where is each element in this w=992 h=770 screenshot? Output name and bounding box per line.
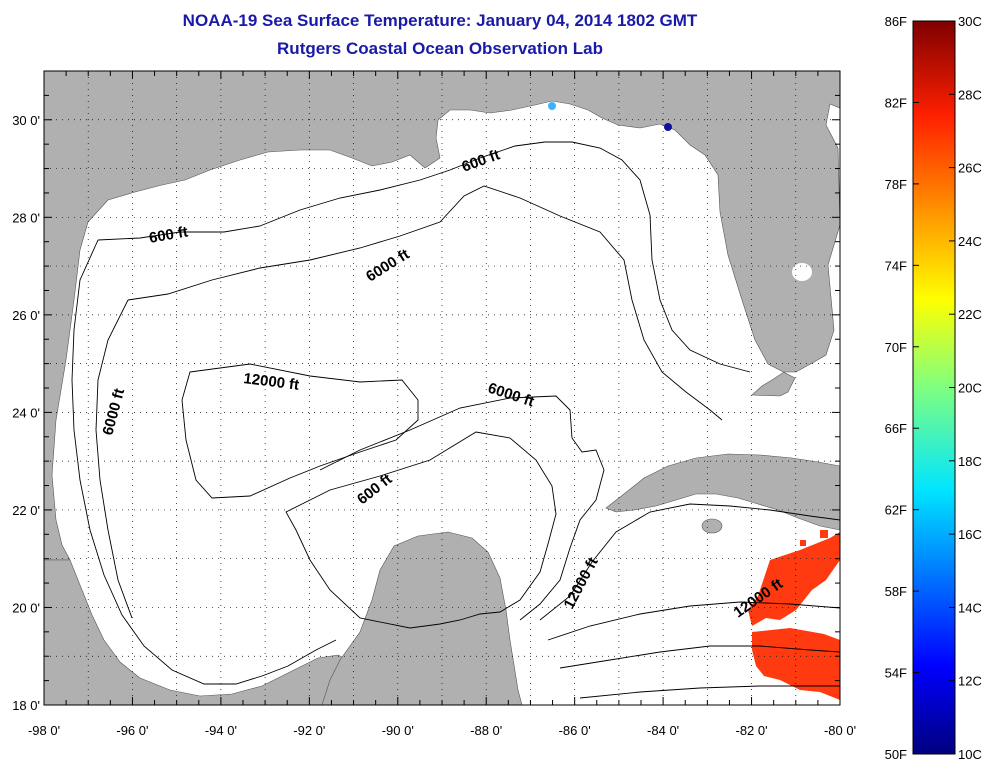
colorbar-c-label: 26C	[958, 161, 982, 176]
map-title: NOAA-19 Sea Surface Temperature: January…	[182, 11, 698, 30]
colorbar-c-label: 18C	[958, 454, 982, 469]
land-yucatan	[321, 531, 523, 705]
longitude-label: -82 0'	[735, 723, 767, 738]
frame-ticks	[43, 70, 841, 706]
latitude-label: 18 0'	[12, 698, 40, 713]
longitude-label: -98 0'	[28, 723, 60, 738]
cold-sst-spot	[548, 102, 556, 110]
colorbar-c-label: 12C	[958, 674, 982, 689]
longitude-label: -92 0'	[293, 723, 325, 738]
longitude-label: -80 0'	[824, 723, 856, 738]
colorbar-fahrenheit-labels: 86F 82F 78F 74F 70F 66F 62F 58F 54F 50F	[885, 14, 907, 762]
latitude-label: 24 0'	[12, 405, 40, 420]
colorbar-c-label: 20C	[958, 381, 982, 396]
longitude-label: -88 0'	[470, 723, 502, 738]
colorbar-f-label: 62F	[885, 503, 907, 518]
latitude-label: 22 0'	[12, 503, 40, 518]
colorbar-f-label: 78F	[885, 177, 907, 192]
colorbar-c-label: 14C	[958, 600, 982, 615]
longitude-label: -90 0'	[382, 723, 414, 738]
latitude-label: 28 0'	[12, 210, 40, 225]
colorbar-ticks	[913, 20, 955, 755]
colorbar-f-label: 86F	[885, 14, 907, 29]
colorbar-c-label: 24C	[958, 234, 982, 249]
land-cuba	[605, 453, 840, 531]
longitude-label: -84 0'	[647, 723, 679, 738]
latitude-label: 20 0'	[12, 600, 40, 615]
latitude-labels: 30 0' 28 0' 26 0' 24 0' 22 0' 20 0' 18 0'	[12, 113, 40, 713]
longitude-label: -96 0'	[116, 723, 148, 738]
colorbar-c-label: 30C	[958, 14, 982, 29]
warm-sst-patch	[748, 530, 840, 700]
colorbar-f-label: 70F	[885, 340, 907, 355]
colorbar	[912, 20, 956, 755]
colorbar-f-label: 74F	[885, 258, 907, 273]
longitude-label: -94 0'	[205, 723, 237, 738]
map-subtitle: Rutgers Coastal Ocean Observation Lab	[277, 39, 603, 58]
colorbar-f-label: 50F	[885, 747, 907, 762]
land-us-gulf-coast	[44, 71, 840, 561]
longitude-label: -86 0'	[559, 723, 591, 738]
colorbar-f-label: 54F	[885, 666, 907, 681]
cold-sst-spot	[664, 123, 672, 131]
latitude-label: 26 0'	[12, 308, 40, 323]
colorbar-c-label: 22C	[958, 307, 982, 322]
lat-lon-grid	[44, 70, 840, 705]
latitude-label: 30 0'	[12, 113, 40, 128]
colorbar-f-label: 58F	[885, 584, 907, 599]
land-isle-of-youth	[701, 518, 723, 534]
colorbar-f-label: 82F	[885, 95, 907, 110]
colorbar-celsius-labels: 30C 28C 26C 24C 22C 20C 18C 16C 14C 12C 10C	[958, 14, 982, 762]
colorbar-c-label: 10C	[958, 747, 982, 762]
longitude-labels: -98 0' -96 0' -94 0' -92 0' -90 0' -88 0' -86 …	[28, 723, 856, 738]
lake-okeechobee	[792, 263, 812, 281]
contour-label: 12000 ft	[243, 370, 301, 394]
colorbar-c-label: 28C	[958, 87, 982, 102]
contour-label: 600 ft	[148, 223, 190, 247]
colorbar-f-label: 66F	[885, 421, 907, 436]
colorbar-c-label: 16C	[958, 527, 982, 542]
